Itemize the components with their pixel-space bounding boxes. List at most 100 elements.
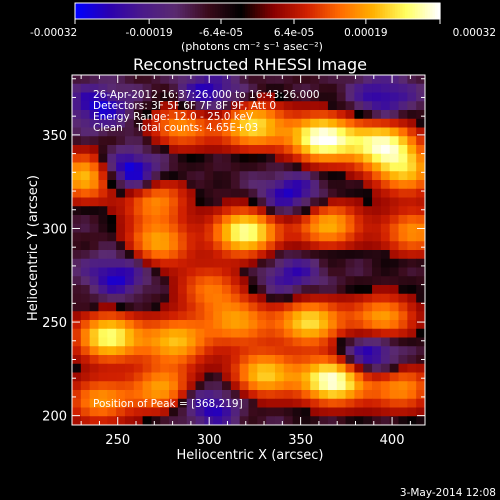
- heatmap-cell: [319, 416, 329, 426]
- heatmap-cell: [345, 83, 355, 93]
- heatmap-cell: [372, 390, 382, 400]
- heatmap-cell: [372, 293, 382, 303]
- heatmap-cell: [177, 390, 188, 400]
- heatmap-cell: [380, 346, 391, 356]
- heatmap-cell: [151, 267, 161, 277]
- heatmap-cell: [151, 390, 161, 400]
- heatmap-cell: [160, 188, 170, 198]
- heatmap-cell: [389, 372, 399, 382]
- heatmap-cell: [389, 206, 399, 216]
- heatmap-cell: [89, 276, 99, 286]
- heatmap-cell: [204, 381, 214, 391]
- heatmap-cell: [142, 363, 152, 373]
- heatmap-cell: [133, 381, 143, 391]
- heatmap-cell: [195, 302, 205, 312]
- heatmap-cell: [372, 75, 382, 85]
- heatmap-cell: [107, 258, 117, 268]
- heatmap-cell: [283, 276, 294, 286]
- heatmap-cell: [266, 337, 276, 347]
- heatmap-cell: [319, 171, 329, 181]
- heatmap-cell: [116, 250, 126, 260]
- heatmap-cell: [133, 276, 143, 286]
- heatmap-cell: [204, 162, 214, 172]
- heatmap-cell: [80, 267, 91, 277]
- heatmap-cell: [98, 311, 108, 321]
- heatmap-cell: [345, 232, 355, 242]
- heatmap-cell: [266, 215, 276, 225]
- heatmap-cell: [89, 118, 99, 128]
- heatmap-cell: [186, 206, 196, 216]
- heatmap-cell: [266, 136, 276, 146]
- heatmap-cell: [116, 180, 126, 190]
- heatmap-cell: [398, 355, 408, 365]
- heatmap-cell: [266, 293, 276, 303]
- heatmap-cell: [116, 171, 126, 181]
- heatmap-cell: [301, 145, 311, 155]
- heatmap-cell: [222, 118, 232, 128]
- heatmap-cell: [389, 285, 399, 295]
- colorbar-swatch: [315, 3, 319, 19]
- heatmap-cell: [239, 223, 249, 233]
- heatmap-cell: [186, 267, 196, 277]
- heatmap-cell: [248, 180, 258, 190]
- heatmap-cell: [301, 258, 311, 268]
- heatmap-cell: [239, 407, 249, 417]
- heatmap-cell: [195, 372, 205, 382]
- heatmap-cell: [239, 171, 249, 181]
- heatmap-cell: [177, 75, 188, 85]
- heatmap-cell: [292, 145, 302, 155]
- colorbar-swatch: [250, 3, 254, 19]
- colorbar-swatch: [270, 3, 274, 19]
- heatmap-cell: [169, 346, 179, 356]
- heatmap-cell: [257, 320, 267, 330]
- colorbar-swatch: [175, 3, 179, 19]
- colorbar-swatch: [365, 3, 369, 19]
- heatmap-cell: [292, 250, 302, 260]
- heatmap-cell: [177, 92, 188, 102]
- heatmap-cell: [186, 101, 196, 111]
- colorbar-swatch: [305, 3, 309, 19]
- heatmap-cell: [151, 206, 161, 216]
- heatmap-cell: [186, 372, 196, 382]
- heatmap-cell: [89, 197, 99, 207]
- heatmap-cell: [292, 346, 302, 356]
- colorbar-swatch: [107, 3, 111, 19]
- heatmap-cell: [204, 328, 214, 338]
- heatmap-cell: [416, 355, 426, 365]
- heatmap-cell: [319, 145, 329, 155]
- heatmap-cell: [239, 363, 249, 373]
- heatmap-cell: [274, 83, 285, 93]
- heatmap-cell: [230, 232, 241, 242]
- heatmap-cell: [416, 250, 426, 260]
- heatmap-cell: [195, 171, 205, 181]
- heatmap-cell: [380, 75, 391, 85]
- heatmap-cell: [319, 407, 329, 417]
- heatmap-cell: [116, 416, 126, 426]
- heatmap-cell: [230, 145, 241, 155]
- heatmap-cell: [354, 241, 364, 251]
- heatmap-cell: [133, 136, 143, 146]
- heatmap-cell: [116, 267, 126, 277]
- colorbar-swatch: [297, 3, 301, 19]
- heatmap-cell: [107, 355, 117, 365]
- heatmap-cell: [407, 145, 417, 155]
- heatmap-cell: [195, 250, 205, 260]
- heatmap-cell: [380, 101, 391, 111]
- heatmap-cell: [363, 250, 373, 260]
- heatmap-cell: [107, 372, 117, 382]
- heatmap-cell: [98, 110, 108, 120]
- heatmap-cell: [160, 136, 170, 146]
- heatmap-cell: [116, 127, 126, 137]
- heatmap-cell: [160, 363, 170, 373]
- heatmap-cell: [319, 363, 329, 373]
- heatmap-cell: [301, 416, 311, 426]
- heatmap-cell: [327, 416, 338, 426]
- heatmap-cell: [363, 363, 373, 373]
- heatmap-cell: [177, 180, 188, 190]
- heatmap-cell: [372, 276, 382, 286]
- heatmap-cell: [222, 206, 232, 216]
- colorbar-tick-label: -6.4e-05: [199, 27, 243, 39]
- heatmap-cell: [133, 171, 143, 181]
- heatmap-cell: [380, 398, 391, 408]
- heatmap-cell: [257, 381, 267, 391]
